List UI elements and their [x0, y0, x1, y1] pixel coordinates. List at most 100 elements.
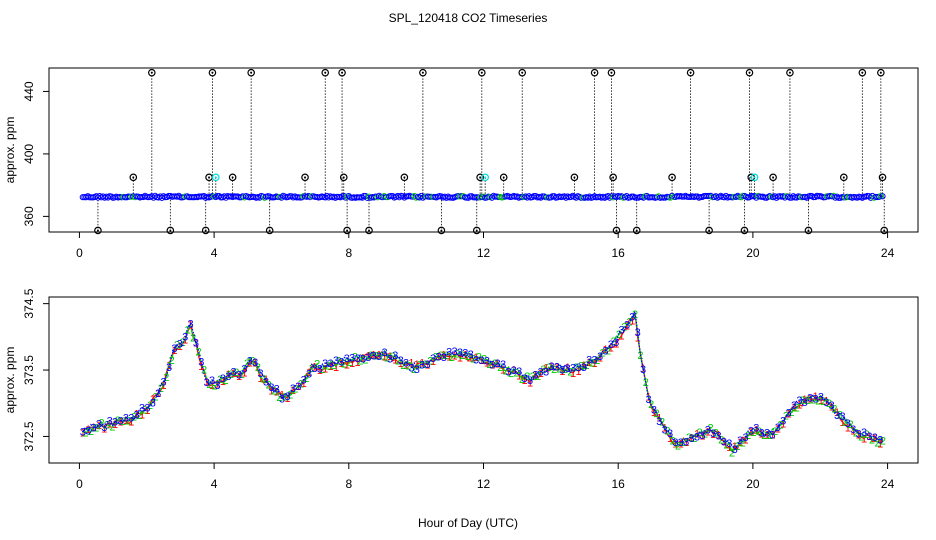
series-marker: 1: [263, 374, 269, 386]
series-marker: 1: [182, 335, 188, 347]
outlier-point: [265, 226, 274, 235]
outlier-point-center: [671, 176, 674, 179]
series-marker: 1: [699, 430, 705, 442]
series-marker: 3: [241, 363, 247, 375]
series-marker: 1: [425, 359, 431, 371]
series-marker: 3: [570, 362, 576, 374]
series-marker: 3: [495, 358, 501, 370]
series-marker: 3: [263, 377, 269, 389]
series-marker: 3: [839, 411, 845, 423]
series-marker: 2: [880, 436, 886, 448]
series-marker: 2: [93, 422, 99, 434]
series-marker: 1: [279, 389, 285, 401]
series-marker: 1: [500, 364, 506, 376]
series-marker: 2: [406, 361, 412, 373]
series-marker: 1: [258, 373, 264, 385]
series-marker: 3: [710, 428, 716, 440]
series-marker: 3: [651, 404, 657, 416]
y-tick-label: 374.5: [22, 288, 36, 318]
outlier-point: [612, 226, 621, 235]
series-marker: 3: [759, 428, 765, 440]
series-marker: 1: [845, 422, 851, 434]
series-marker: 2: [357, 356, 363, 368]
series-marker: 3: [182, 332, 188, 344]
series-marker: 1: [484, 358, 490, 370]
series-marker: 3: [715, 430, 721, 442]
series-marker: 3: [473, 355, 479, 367]
series-marker: 3: [355, 353, 361, 365]
series-marker: 1: [726, 442, 732, 454]
series-marker: 2: [497, 362, 503, 374]
series-marker: 1: [446, 352, 452, 364]
series-marker: 1: [866, 431, 872, 443]
series-marker: 3: [468, 349, 474, 361]
series-marker: 3: [678, 437, 684, 449]
series-marker: 2: [126, 416, 132, 428]
outlier-point-center: [881, 176, 884, 179]
series-marker: 2: [874, 437, 880, 449]
series-marker: 2: [745, 430, 751, 442]
outlier-point-center: [96, 229, 99, 232]
series-marker: 3: [662, 425, 668, 437]
series-marker: 3: [667, 428, 673, 440]
series-marker: 3: [441, 352, 447, 364]
series-marker: 1: [710, 429, 716, 441]
series-marker: 3: [85, 425, 91, 437]
series-marker: 3: [96, 419, 102, 431]
series-marker: 1: [489, 360, 495, 372]
series-marker: 3: [705, 425, 711, 437]
outlier-point: [607, 68, 616, 77]
series-marker: 1: [586, 357, 592, 369]
outlier-point-center: [231, 176, 234, 179]
series-marker: 3: [365, 352, 371, 364]
outlier-point: [880, 226, 889, 235]
series-marker: 3: [419, 359, 425, 371]
series-marker: 2: [470, 353, 476, 365]
series-marker: 1: [478, 355, 484, 367]
outlier-point: [878, 173, 887, 182]
series-marker: 1: [834, 407, 840, 419]
series-marker: 3: [613, 337, 619, 349]
series-marker: 1: [619, 330, 625, 342]
outlier-point: [301, 173, 309, 182]
outlier-point-center: [480, 71, 483, 74]
y-axis-title: approx. ppm: [3, 117, 17, 184]
series-marker: 2: [341, 358, 347, 370]
series-marker: 3: [791, 400, 797, 412]
series-marker: 2: [158, 383, 164, 395]
series-marker: 3: [872, 432, 878, 444]
outlier-point-center: [743, 229, 746, 232]
y-tick-label: 360: [22, 206, 36, 226]
series-marker: 3: [193, 338, 199, 350]
outlier-point: [786, 68, 794, 77]
series-marker: 2: [169, 355, 175, 367]
series-marker: 1: [737, 437, 743, 449]
series-marker: 2: [438, 350, 444, 362]
outlier-point: [632, 226, 641, 235]
series-marker: 3: [338, 357, 344, 369]
outlier-point: [686, 68, 695, 77]
series-marker: 2: [465, 351, 471, 363]
series-marker: 3: [786, 408, 792, 420]
outlier-point-center: [208, 176, 211, 179]
series-marker: 2: [223, 375, 229, 387]
series-marker: 2: [395, 355, 401, 367]
series-marker: 3: [753, 423, 759, 435]
x-tick-label: 12: [477, 477, 491, 491]
series-marker: 3: [371, 351, 377, 363]
series-marker: 1: [548, 361, 554, 373]
series-marker: 3: [398, 355, 404, 367]
series-marker: 3: [850, 424, 856, 436]
series-marker: 3: [619, 325, 625, 337]
series-marker: 1: [457, 353, 463, 365]
series-marker: 2: [600, 347, 606, 359]
series-marker: 2: [772, 426, 778, 438]
series-marker: 2: [503, 366, 509, 378]
series-marker: 1: [527, 378, 533, 390]
outlier-point: [804, 226, 813, 235]
outlier-point: [472, 226, 481, 235]
series-marker: 3: [500, 359, 506, 371]
x-axis-title: Hour of Day (UTC): [418, 516, 518, 530]
series-marker: 2: [664, 426, 670, 438]
